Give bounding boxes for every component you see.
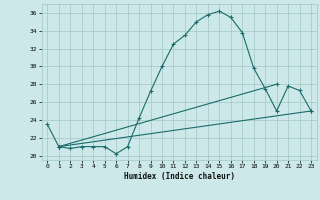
X-axis label: Humidex (Indice chaleur): Humidex (Indice chaleur) — [124, 172, 235, 181]
